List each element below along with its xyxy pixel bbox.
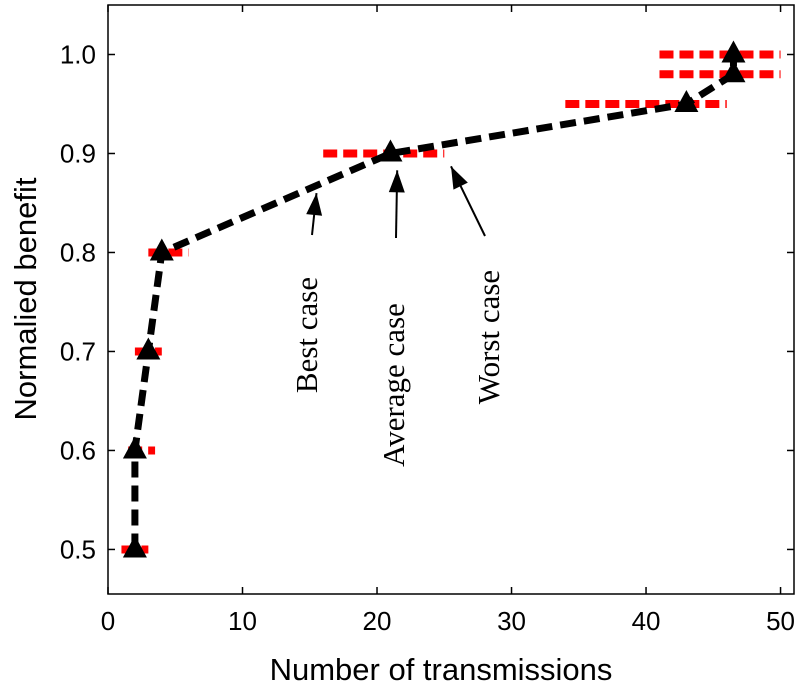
plot-frame: [107, 4, 795, 595]
y-tick-label: 0.6: [60, 435, 96, 465]
data-point-marker: [136, 337, 161, 360]
annotation-arrow-head: [306, 193, 323, 216]
annotation-label: Average case: [376, 303, 411, 467]
annotation-label: Best case: [289, 277, 324, 393]
x-tick-label: 30: [497, 606, 526, 636]
data-point-marker: [674, 89, 699, 112]
x-tick-label: 40: [632, 606, 661, 636]
data-point-marker: [149, 238, 174, 261]
y-tick-label: 1.0: [60, 39, 96, 69]
x-tick-label: 0: [101, 606, 115, 636]
y-axis-label: Normalied benefit: [8, 177, 43, 420]
x-tick-label: 50: [766, 606, 795, 636]
data-point-marker: [122, 535, 147, 558]
annotation-arrow-head: [388, 170, 405, 193]
annotation-label: Worst case: [471, 270, 506, 404]
data-point-marker: [721, 40, 746, 63]
annotation-arrow-head: [451, 166, 468, 190]
x-tick-label: 10: [228, 606, 257, 636]
data-point-marker: [378, 139, 403, 162]
y-tick-label: 0.5: [60, 534, 96, 564]
y-tick-label: 0.9: [60, 138, 96, 168]
x-tick-label: 20: [363, 606, 392, 636]
y-tick-label: 0.7: [60, 336, 96, 366]
x-axis-label: Number of transmissions: [270, 652, 613, 687]
y-tick-label: 0.8: [60, 237, 96, 267]
data-point-marker: [122, 436, 147, 459]
data-point-marker: [721, 60, 746, 83]
